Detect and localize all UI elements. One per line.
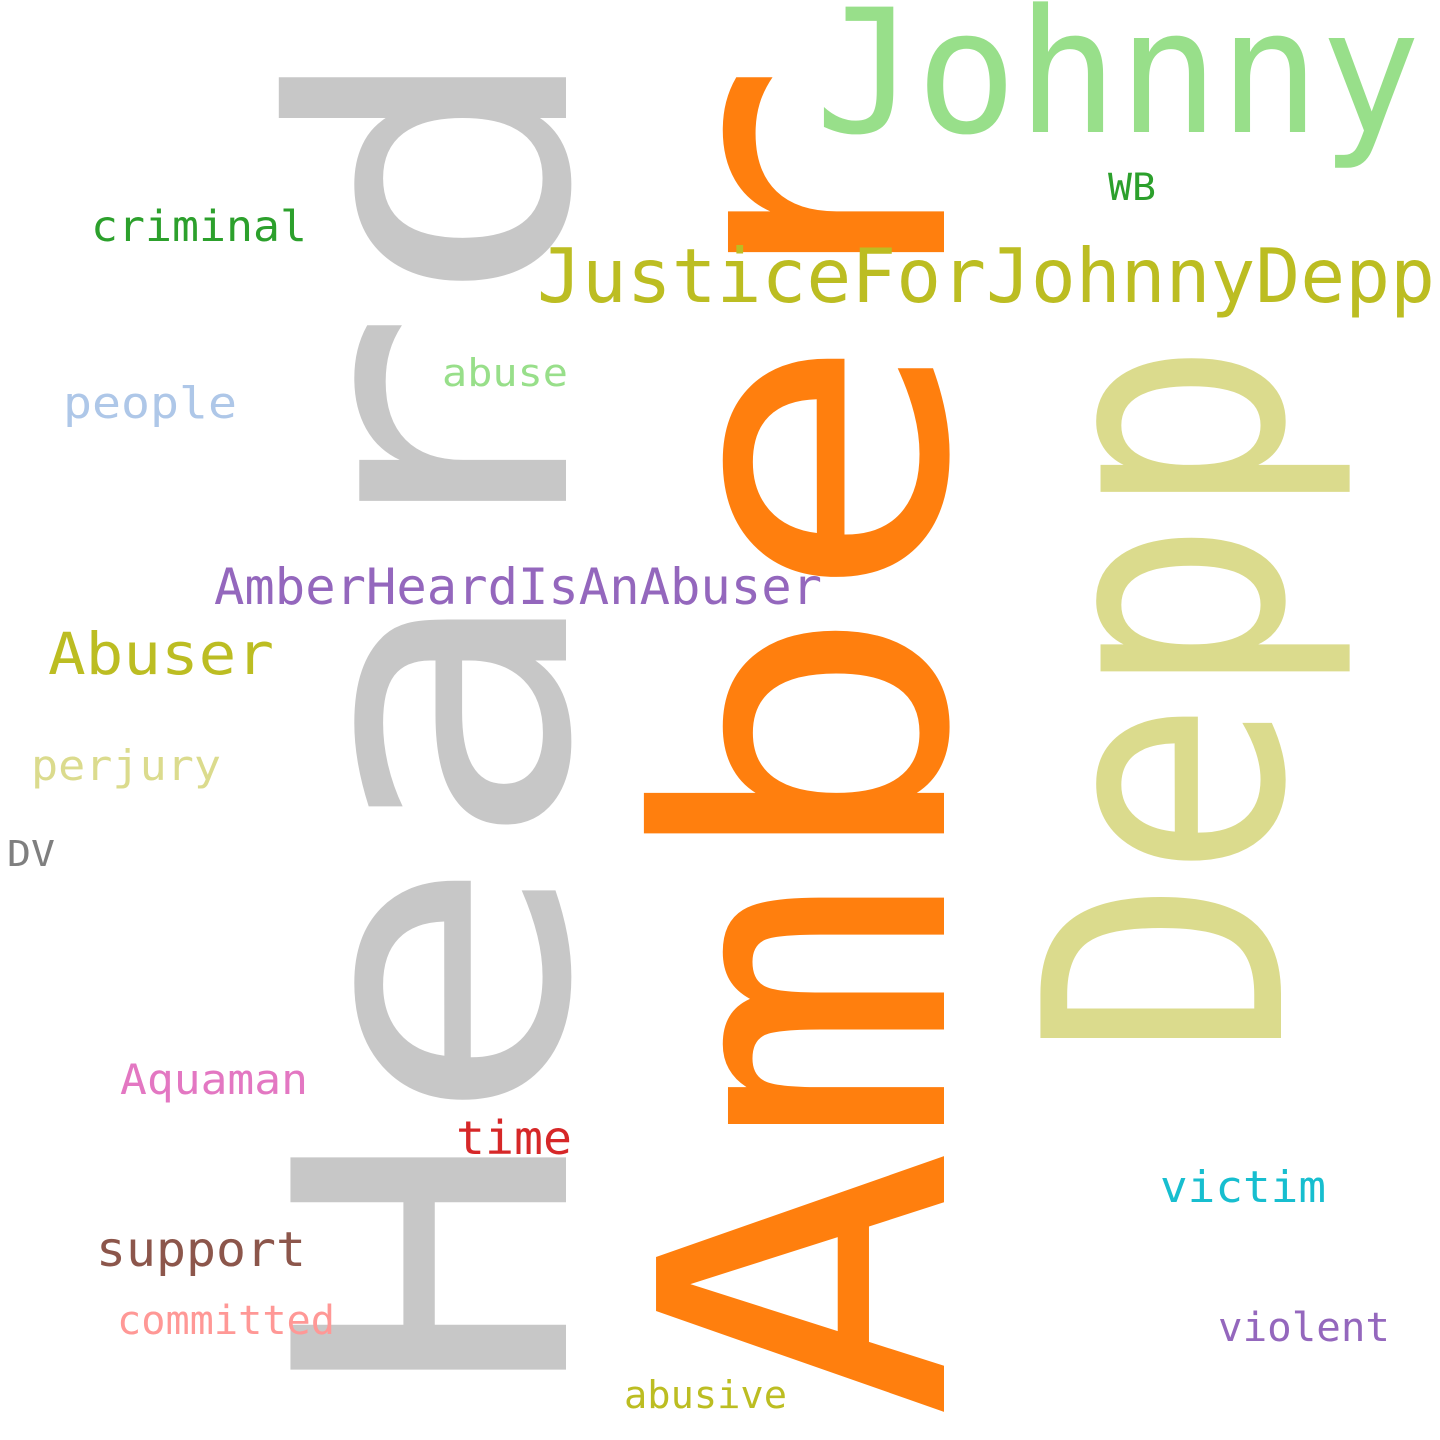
word-justice-for-johnny-depp: JusticeForJohnnyDepp bbox=[537, 232, 1435, 320]
word-people: people bbox=[63, 378, 237, 429]
word-amber-heard-is-an-abuser: AmberHeardIsAnAbuser bbox=[214, 558, 822, 616]
word-wb: WB bbox=[1108, 166, 1156, 209]
word-perjury: perjury bbox=[31, 741, 221, 790]
word-abuse: abuse bbox=[442, 351, 568, 395]
word-amber: Amber bbox=[578, 60, 1038, 1420]
word-support: support bbox=[96, 1222, 306, 1278]
word-johnny: Johnny bbox=[815, 0, 1421, 173]
word-committed: committed bbox=[117, 1298, 335, 1344]
word-abuser: Abuser bbox=[48, 620, 274, 688]
word-criminal: criminal bbox=[91, 202, 307, 252]
word-aquaman: Aquaman bbox=[120, 1055, 308, 1104]
word-violent: violent bbox=[1218, 1305, 1390, 1351]
word-dv: DV bbox=[7, 834, 55, 875]
word-depp: Depp bbox=[975, 340, 1359, 1058]
word-abusive: abusive bbox=[624, 1373, 787, 1417]
word-victim: victim bbox=[1160, 1162, 1326, 1213]
word-time: time bbox=[456, 1111, 572, 1165]
word-heard: Heard bbox=[216, 35, 656, 1400]
